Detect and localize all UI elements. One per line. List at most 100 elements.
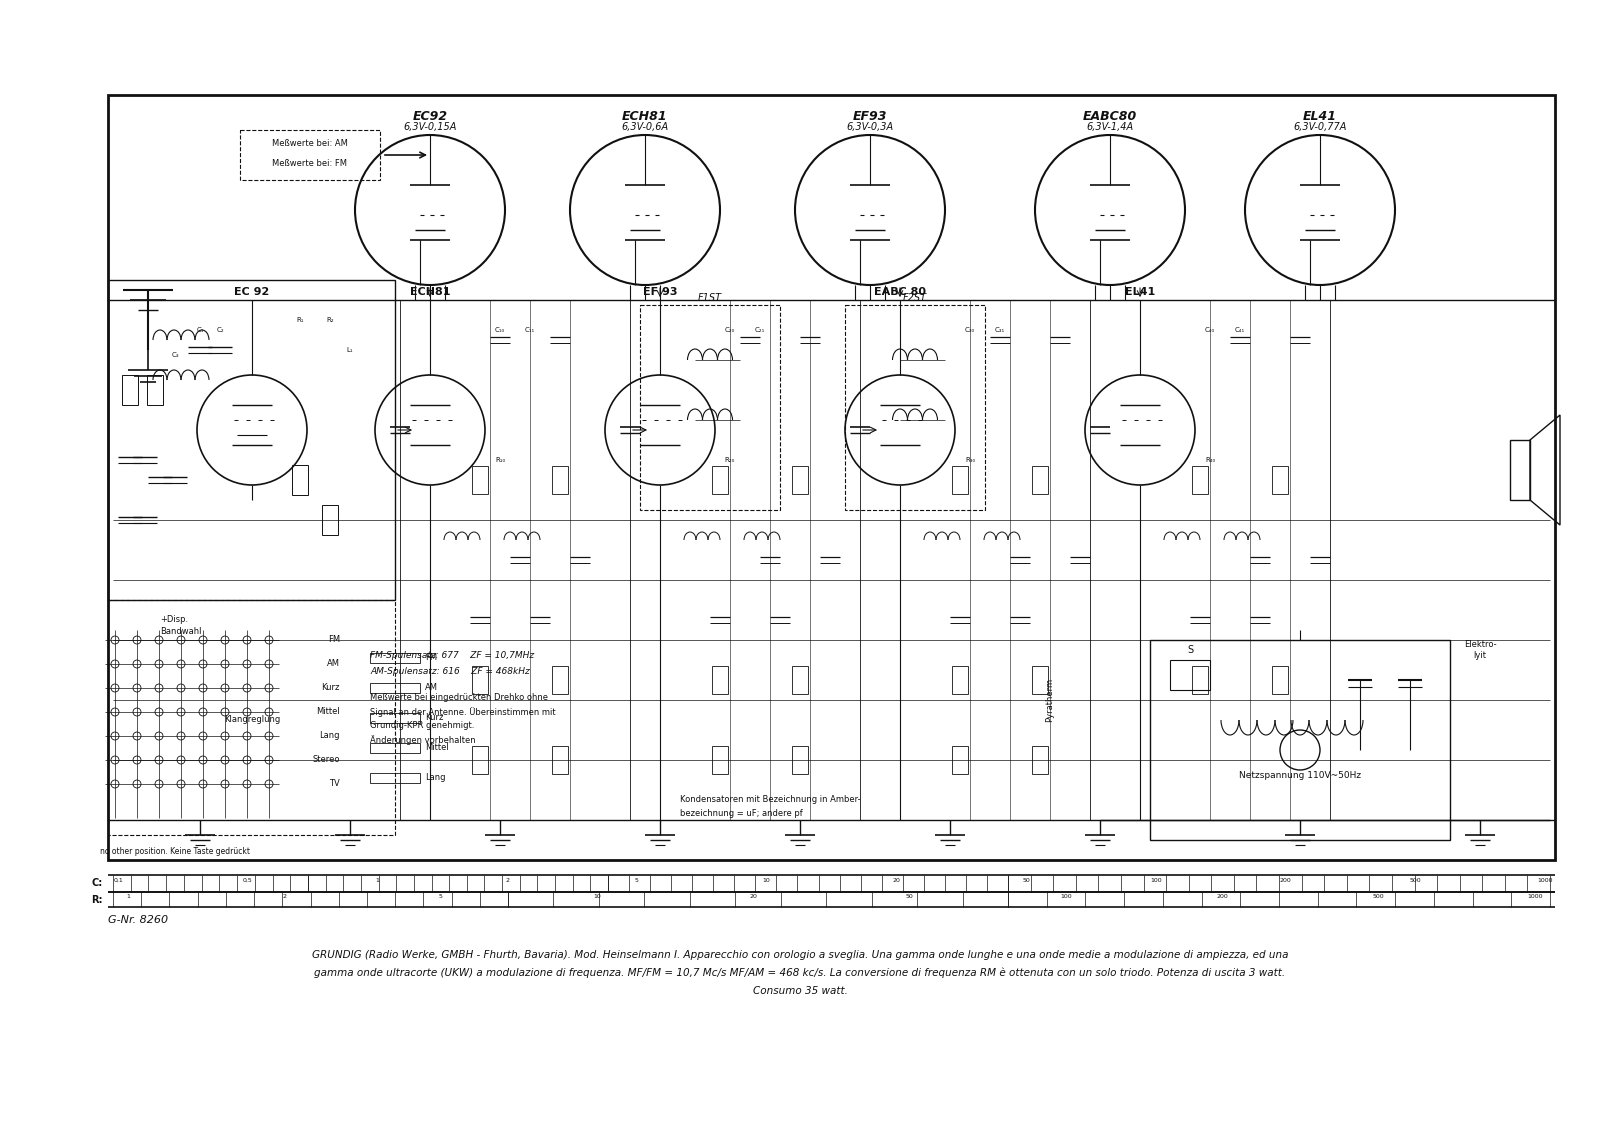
Text: 20: 20 [749,895,757,899]
Text: C₂₀: C₂₀ [725,327,734,333]
Text: R₁: R₁ [296,317,304,323]
Bar [147,375,163,405]
Text: Meßwerte bei: FM: Meßwerte bei: FM [272,158,347,167]
Text: C:: C: [91,878,102,888]
Bar [240,130,381,180]
Bar [291,465,307,495]
Text: TV: TV [330,779,339,788]
Text: AM: AM [326,659,339,668]
Text: 6,3V-1,4A: 6,3V-1,4A [1086,122,1133,132]
Text: 6,3V-0,6A: 6,3V-0,6A [621,122,669,132]
Bar [1032,466,1048,494]
Bar [472,466,488,494]
Text: 10: 10 [594,895,602,899]
Text: 1000: 1000 [1528,895,1542,899]
Text: GRUNDIG (Radio Werke, GMBH - Fhurth, Bavaria). Mod. Heinselmann I. Apparecchio c: GRUNDIG (Radio Werke, GMBH - Fhurth, Bav… [312,950,1288,960]
Bar [552,666,568,694]
Bar [1272,466,1288,494]
Bar [370,683,419,693]
Text: Kurz: Kurz [322,683,339,692]
Text: F1ST: F1ST [698,293,722,303]
Text: 0,5: 0,5 [243,878,253,882]
Text: R₂₀: R₂₀ [725,457,734,463]
Text: Kondensatoren mit Bezeichnung in Amber-: Kondensatoren mit Bezeichnung in Amber- [680,795,861,804]
Text: Netzspannung 110V~50Hz: Netzspannung 110V~50Hz [1238,770,1362,779]
Text: Signal an der Antenne. Übereinstimmen mit: Signal an der Antenne. Übereinstimmen mi… [370,707,555,717]
Text: EC 92: EC 92 [234,287,270,297]
Text: Klangreglung: Klangreglung [224,716,280,725]
Text: AM: AM [426,683,438,692]
Bar [122,375,138,405]
Bar [472,666,488,694]
Text: C₂₁: C₂₁ [755,327,765,333]
Bar [552,746,568,774]
Text: EC92: EC92 [413,111,448,123]
Text: C₁₁: C₁₁ [525,327,534,333]
Bar [792,466,808,494]
Text: FM: FM [328,636,339,645]
Text: 100: 100 [1150,878,1162,882]
Text: 2: 2 [282,895,286,899]
Text: EL41: EL41 [1302,111,1338,123]
Text: R:: R: [91,895,102,905]
Text: ECH81: ECH81 [410,287,450,297]
Text: Pyratherm: Pyratherm [1045,677,1054,722]
Bar [792,746,808,774]
Bar [712,466,728,494]
Text: 6,3V-0,3A: 6,3V-0,3A [846,122,893,132]
Text: G-Nr. 8260: G-Nr. 8260 [109,915,168,925]
Text: Meßwerte bei eingedrückten Drehko ohne: Meßwerte bei eingedrückten Drehko ohne [370,693,547,702]
Text: C₂: C₂ [216,327,224,333]
Bar [1272,666,1288,694]
Text: 200: 200 [1216,895,1229,899]
Text: 6,3V-0,77A: 6,3V-0,77A [1293,122,1347,132]
Bar [1032,666,1048,694]
Bar [640,305,781,510]
Bar [552,466,568,494]
Text: 6,3V-0,15A: 6,3V-0,15A [403,122,456,132]
Text: Lang: Lang [320,732,339,741]
Bar [109,601,395,835]
Bar [1192,466,1208,494]
Bar [370,772,419,783]
Bar [712,746,728,774]
Text: R₃₀: R₃₀ [965,457,974,463]
Bar [370,653,419,663]
Text: EABC 80: EABC 80 [874,287,926,297]
Text: Consumo 35 watt.: Consumo 35 watt. [752,986,848,996]
Text: Stereo: Stereo [312,756,339,765]
Text: AM-Spulensatz: 616    ZF = 468kHz: AM-Spulensatz: 616 ZF = 468kHz [370,667,530,676]
Text: Meßwerte bei: AM: Meßwerte bei: AM [272,138,347,147]
Text: C₄₀: C₄₀ [1205,327,1214,333]
Text: no other position. Keine Taste gedrückt: no other position. Keine Taste gedrückt [99,847,250,856]
Text: 100: 100 [1061,895,1072,899]
Bar [109,95,1555,860]
Text: EF 93: EF 93 [643,287,677,297]
Text: F2ST: F2ST [902,293,926,303]
Text: EABC80: EABC80 [1083,111,1138,123]
Text: C₃₁: C₃₁ [995,327,1005,333]
Text: 10: 10 [763,878,771,882]
Text: C₃: C₃ [171,352,179,359]
Text: C₃₀: C₃₀ [965,327,974,333]
Text: 1000: 1000 [1538,878,1552,882]
Bar [952,466,968,494]
Bar [1150,640,1450,840]
Bar [370,713,419,723]
Text: 5: 5 [635,878,638,882]
Text: S: S [1187,645,1194,655]
Text: EL41: EL41 [1125,287,1155,297]
Text: Änderungen vorbehalten: Änderungen vorbehalten [370,735,475,745]
Text: 50: 50 [1022,878,1030,882]
Text: FM-Spulensatz: 677    ZF = 10,7MHz: FM-Spulensatz: 677 ZF = 10,7MHz [370,650,534,659]
Text: Mittel: Mittel [426,743,448,752]
Bar [109,280,395,601]
Bar [1170,661,1210,690]
Bar [845,305,986,510]
Text: gamma onde ultracorte (UKW) a modulazione di frequenza. MF/FM = 10,7 Mc/s MF/AM : gamma onde ultracorte (UKW) a modulazion… [315,968,1285,978]
Text: EF93: EF93 [853,111,888,123]
Text: 0,1: 0,1 [114,878,123,882]
Text: bezeichnung = uF; andere pf: bezeichnung = uF; andere pf [680,810,803,819]
Text: 2: 2 [506,878,509,882]
Text: R₂: R₂ [326,317,334,323]
